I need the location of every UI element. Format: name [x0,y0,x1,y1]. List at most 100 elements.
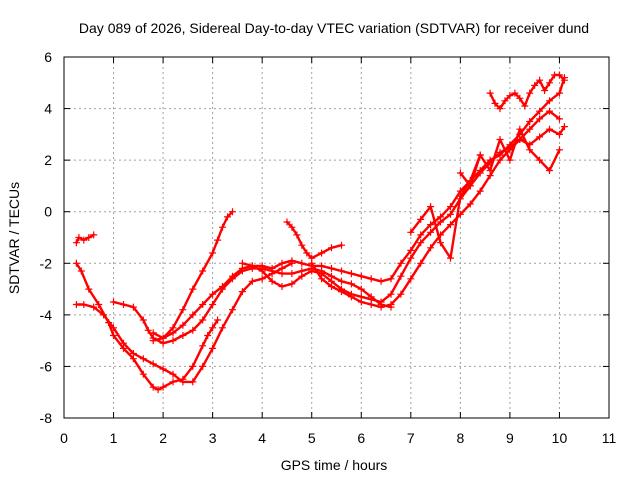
data-point [397,272,405,280]
data-point [278,270,286,278]
y-tick-label: -8 [40,410,53,426]
data-point [447,210,454,218]
data-point [397,290,405,298]
data-point [318,275,326,283]
tick-labels: 0 1 2 3 4 5 6 7 8 9 10 11 -8 -6 -4 -2 0 2 4 6 [40,49,617,446]
data-point [139,355,147,363]
data-point [546,79,553,87]
x-tick-label: 5 [308,430,316,446]
data-point [139,370,147,378]
axis-ticks [63,56,610,419]
data-point [556,130,563,138]
y-tick-label: 4 [44,101,52,117]
data-point [417,215,425,223]
data-point [179,332,187,339]
data-point [338,288,345,296]
data-point [154,386,162,394]
data-point [298,259,306,267]
data-point [308,259,316,267]
grid-lines [64,57,609,418]
data-point [189,285,197,293]
data-point [367,275,375,283]
y-tick-label: -4 [40,307,53,323]
data-point [556,71,563,79]
x-tick-label: 3 [209,430,217,446]
data-point [397,259,405,267]
data-point [536,76,544,84]
series-line [151,210,234,340]
x-tick-label: 9 [506,430,514,446]
series-line [310,109,561,309]
data-point [229,306,236,314]
data-point [100,311,108,319]
data-point [209,324,217,332]
data-point [72,259,80,267]
data-point [318,262,326,270]
data-point [303,249,311,257]
data-point [556,146,563,154]
data-point [501,97,509,105]
data-point [159,383,167,391]
data-point [367,301,375,308]
data-point [90,231,98,239]
data-point [120,301,127,308]
data-point [219,324,226,332]
data-point [347,293,355,301]
data-point [85,285,93,293]
x-axis-label: GPS time / hours [281,457,388,473]
data-point [496,105,504,113]
data-point [466,200,474,208]
data-point [129,303,137,311]
data-point [278,259,286,267]
data-point [560,76,568,84]
data-point [219,223,226,231]
data-point [476,151,484,159]
data-point [338,241,345,249]
data-point [417,259,425,267]
data-point [308,267,316,275]
data-point [318,249,326,257]
data-point [521,102,529,110]
data-point [214,236,222,244]
data-point [129,350,137,357]
data-point [427,228,435,236]
data-point [214,316,222,324]
data-point [486,167,494,174]
data-point [248,262,256,270]
data-point [338,267,345,275]
data-point [466,177,474,185]
data-point [159,365,167,373]
series-track-3 [72,259,296,386]
data-point [427,244,435,252]
data-point [144,326,152,334]
data-point [169,329,177,337]
data-point [72,301,80,308]
y-axis-label: SDTVAR / TECUs [6,182,22,294]
data-point [476,169,484,177]
data-point [75,234,83,241]
data-point [496,156,504,164]
data-point [417,239,425,247]
data-point [328,283,335,290]
data-point [526,146,534,154]
data-point [387,301,395,308]
data-point [209,249,217,257]
series-line [409,153,482,260]
data-point [199,362,207,370]
data-point [283,218,291,226]
series-track-12 [407,151,484,262]
data-point [437,218,444,226]
series-track-1 [72,231,98,247]
data-point [526,125,534,133]
data-point [357,272,365,280]
data-point [90,303,98,311]
data-point [357,298,365,306]
data-point [278,283,286,290]
data-point [516,94,524,102]
data-point [80,236,88,244]
data-point [506,156,514,164]
data-point [456,169,464,177]
data-point [288,223,296,231]
data-point [536,156,544,164]
